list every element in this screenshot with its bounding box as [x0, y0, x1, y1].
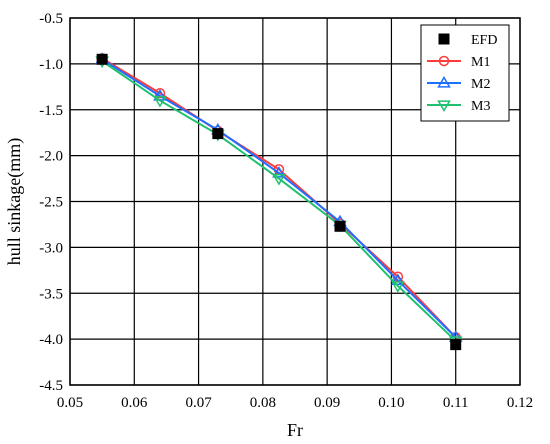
data-point-m2	[272, 166, 286, 178]
legend-label: M3	[471, 99, 490, 114]
y-tick-label: -0.5	[39, 11, 63, 27]
series-efd	[96, 53, 462, 351]
y-tick-label: -3.5	[39, 286, 63, 302]
x-tick-label: 0.05	[57, 395, 83, 411]
x-axis-title: Fr	[287, 420, 303, 440]
series-line-m2	[101, 58, 457, 339]
x-tick-label: 0.08	[250, 395, 276, 411]
legend-item-m3: M3	[427, 99, 490, 114]
y-tick-label: -1.0	[39, 57, 63, 73]
legend-marker	[438, 55, 450, 67]
plot-frame	[69, 17, 521, 386]
legend-label: EFD	[471, 33, 497, 48]
data-point-m2	[391, 273, 405, 286]
legend-label: M2	[471, 77, 490, 92]
series-layer	[95, 52, 463, 351]
legend-marker	[437, 76, 451, 88]
data-point-m3	[391, 281, 405, 293]
y-tick-label: -2.5	[39, 195, 63, 211]
legend-label: M1	[471, 55, 490, 70]
legend-marker	[438, 33, 450, 45]
data-point-m3	[153, 95, 167, 108]
x-tick-label: 0.11	[443, 395, 469, 411]
y-tick-label: -1.5	[39, 103, 63, 119]
legend-item-m2: M2	[427, 76, 490, 92]
data-point-efd	[450, 339, 462, 351]
x-tick-label: 0.07	[185, 395, 212, 411]
series-m1	[96, 53, 461, 343]
series-line-m3	[101, 60, 457, 342]
y-tick-label: -4.5	[39, 378, 63, 394]
data-point-efd	[334, 220, 346, 232]
x-tick-label: 0.12	[507, 395, 533, 411]
data-point-efd	[96, 53, 108, 65]
series-m2	[95, 52, 463, 342]
data-point-efd	[212, 128, 224, 140]
legend-item-m1: M1	[427, 55, 490, 70]
tick-labels: 0.05 0.06 0.07 0.08 0.09 0.10 0.11 0.12 -0.5 -1.0…	[39, 11, 533, 411]
y-tick-label: -2.0	[39, 149, 63, 165]
x-tick-label: 0.10	[378, 395, 404, 411]
legend-item-efd: EFD	[438, 33, 497, 48]
legend: EFD M1 M2 M3	[420, 24, 510, 122]
y-tick-label: -3.0	[39, 240, 63, 256]
data-point-m3	[272, 173, 286, 186]
x-tick-label: 0.09	[314, 395, 340, 411]
legend-marker	[437, 100, 451, 112]
y-axis-title: hull sinkage(mm)	[4, 138, 25, 265]
series-line-m1	[101, 57, 457, 338]
y-tick-label: -4.0	[39, 332, 63, 348]
x-tick-label: 0.06	[121, 395, 148, 411]
